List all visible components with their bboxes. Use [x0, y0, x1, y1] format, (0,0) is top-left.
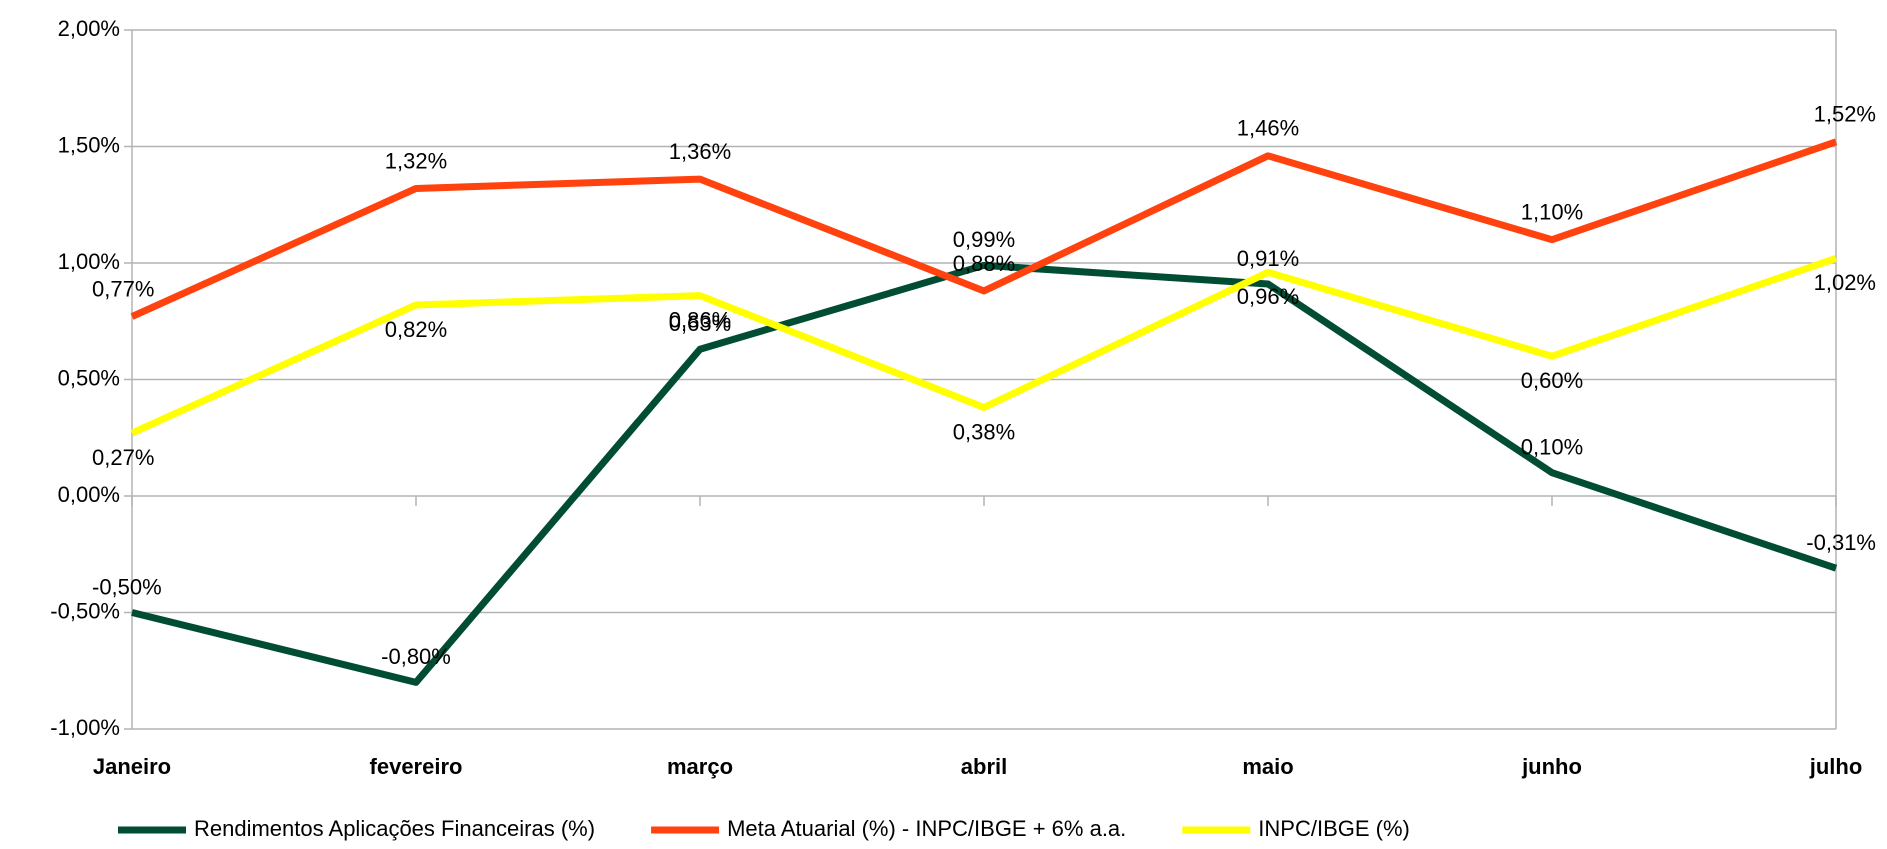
- data-label: 0,10%: [1521, 435, 1583, 460]
- line-series: [131, 261, 1838, 686]
- data-label: 1,02%: [1814, 270, 1876, 295]
- x-tick-label: julho: [1809, 754, 1863, 779]
- legend-label: INPC/IBGE (%): [1258, 816, 1410, 841]
- x-tick-label: fevereiro: [370, 754, 463, 779]
- data-label: 0,63%: [669, 311, 731, 336]
- data-label: -0,50%: [92, 574, 162, 599]
- line-series: [130, 138, 1838, 320]
- legend-label: Rendimentos Aplicações Financeiras (%): [194, 816, 595, 841]
- x-tick-label: Janeiro: [93, 754, 171, 779]
- data-label: 1,10%: [1521, 200, 1583, 225]
- x-tick-label: maio: [1242, 754, 1293, 779]
- data-label: 1,52%: [1814, 102, 1876, 127]
- y-tick-label: 1,00%: [58, 249, 120, 274]
- y-tick-label: 1,50%: [58, 132, 120, 157]
- y-tick-label: 0,50%: [58, 365, 120, 390]
- data-label: 0,86%: [669, 307, 731, 332]
- data-label: 0,27%: [92, 445, 154, 470]
- data-label: 0,38%: [953, 419, 1015, 444]
- data-label: -0,31%: [1806, 530, 1876, 555]
- data-label: 0,82%: [385, 317, 447, 342]
- data-label: 0,77%: [92, 276, 154, 301]
- data-label: 0,60%: [1521, 368, 1583, 393]
- x-tick-label: abril: [961, 754, 1007, 779]
- legend-label: Meta Atuarial (%) - INPC/IBGE + 6% a.a.: [727, 816, 1126, 841]
- data-label: -0,80%: [381, 644, 451, 669]
- data-label: 0,99%: [953, 227, 1015, 252]
- data-label: 0,96%: [1237, 284, 1299, 309]
- data-label: 1,36%: [669, 139, 731, 164]
- y-tick-label: 2,00%: [58, 16, 120, 41]
- data-label: 1,46%: [1237, 116, 1299, 141]
- line-series: [130, 255, 1838, 437]
- y-tick-label: -0,50%: [50, 598, 120, 623]
- data-label: 0,91%: [1237, 246, 1299, 271]
- data-label: 1,32%: [385, 148, 447, 173]
- x-tick-label: junho: [1521, 754, 1582, 779]
- y-tick-label: -1,00%: [50, 715, 120, 740]
- x-tick-label: março: [667, 754, 733, 779]
- y-tick-label: 0,00%: [58, 482, 120, 507]
- data-label: 0,88%: [953, 251, 1015, 276]
